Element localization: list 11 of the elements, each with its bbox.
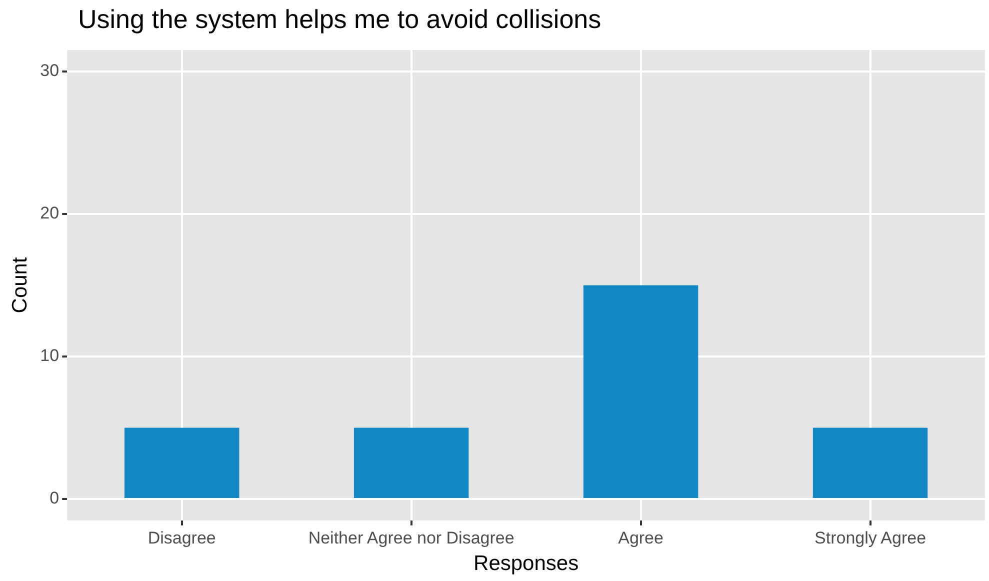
y-tick-label: 0 xyxy=(50,488,60,508)
x-tick-label: Strongly Agree xyxy=(814,528,926,548)
x-tick-label: Disagree xyxy=(148,528,216,548)
chart-title: Using the system helps me to avoid collisions xyxy=(78,4,602,35)
x-tick-label: Neither Agree nor Disagree xyxy=(308,528,514,548)
y-tick-label: 10 xyxy=(40,346,60,366)
y-axis-title: Count xyxy=(8,257,32,314)
x-tick-label: Agree xyxy=(618,528,664,548)
y-tick-label: 20 xyxy=(40,204,60,223)
x-axis-title: Responses xyxy=(474,552,579,576)
y-tick-label: 30 xyxy=(40,61,60,80)
